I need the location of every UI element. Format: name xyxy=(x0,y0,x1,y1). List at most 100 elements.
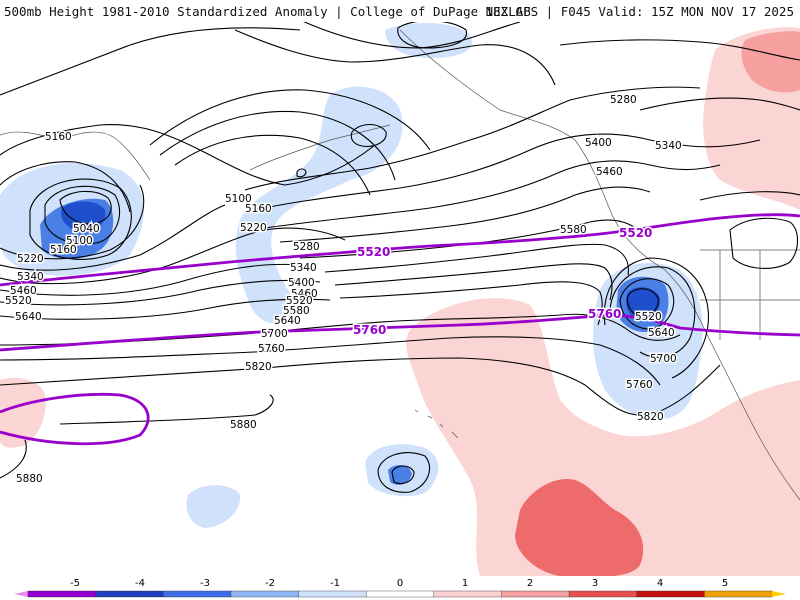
contour-label: 5580 xyxy=(560,224,587,236)
colorbar-right-arrow xyxy=(772,591,786,597)
contour-label: 5640 xyxy=(648,327,675,339)
colorbar-segment xyxy=(230,590,300,598)
contour-label: 5160 xyxy=(245,203,272,215)
contour-line xyxy=(603,257,710,379)
na-west-coast xyxy=(664,269,800,501)
contour-line xyxy=(391,465,415,485)
contour-line xyxy=(559,39,800,61)
contour-line xyxy=(149,89,431,151)
contour-label: 5700 xyxy=(261,328,288,340)
asia-coastline xyxy=(0,131,151,181)
colorbar-segment xyxy=(501,590,570,598)
colorbar-tick-label: -4 xyxy=(135,578,145,589)
contour-label: 5400 xyxy=(288,277,315,289)
contour-line xyxy=(254,133,761,211)
purple-contour-label: 5760 xyxy=(588,307,621,321)
contour-label: 5820 xyxy=(245,361,272,373)
contour-label: 5640 xyxy=(274,315,301,327)
contour-line xyxy=(234,29,556,86)
contour-label: 5100 xyxy=(66,235,93,247)
contour-label: 5580 xyxy=(283,305,310,317)
contour-line xyxy=(29,178,132,260)
colorbar-segments xyxy=(14,590,786,598)
purple-contour-label: 5520 xyxy=(357,245,390,259)
contour-label: 5520 xyxy=(635,311,662,323)
colorbar-segment xyxy=(365,590,435,598)
contour-labels: 5160 5040 5100 5160 5220 5340 5460 5520 … xyxy=(4,93,684,487)
contour-line xyxy=(729,217,799,269)
contour-line xyxy=(339,281,603,326)
colorbar-segment xyxy=(27,590,97,598)
colorbar-tick-label: 2 xyxy=(527,578,533,589)
purple-contour-5520 xyxy=(0,213,800,287)
contour-label: 5160 xyxy=(45,131,72,143)
contour-line xyxy=(397,22,467,49)
contour-line xyxy=(699,191,800,201)
us-states-border xyxy=(700,249,800,340)
contour-line xyxy=(296,168,307,178)
contour-label: 5460 xyxy=(596,166,623,178)
negative-anomaly-south xyxy=(186,485,241,528)
contour-line xyxy=(279,186,651,243)
contour-line xyxy=(0,439,27,479)
contour-line xyxy=(159,110,396,181)
colorbar-tick-label: 3 xyxy=(592,578,598,589)
contour-line xyxy=(334,263,613,301)
contour-line xyxy=(59,394,274,425)
colorbar-tick-label: 5 xyxy=(722,578,728,589)
contour-line xyxy=(0,204,226,271)
colorbar-tick-label: -5 xyxy=(70,578,80,589)
contour-line xyxy=(609,266,696,358)
header-bar: 500mb Height 1981-2010 Standardized Anom… xyxy=(0,0,800,22)
colorbar-tick-label: -2 xyxy=(265,578,275,589)
colorbar-segment xyxy=(298,590,367,598)
contour-line xyxy=(0,263,301,296)
anomaly-map: 5160 5040 5100 5160 5220 5340 5460 5520 … xyxy=(0,22,800,576)
contour-label: 5340 xyxy=(290,262,317,274)
colorbar-ticks: -5 -4 -3 -2 -1 0 1 2 3 4 5 xyxy=(70,578,728,589)
contour-line xyxy=(0,27,301,96)
reference-contour-labels: 5520 5520 5760 5760 xyxy=(352,225,654,339)
contour-label: 5160 xyxy=(50,244,77,256)
model-run-info: 18Z GFS | F045 Valid: 15Z MON NOV 17 202… xyxy=(485,4,794,19)
purple-contour-south xyxy=(0,392,150,446)
contour-label: 5880 xyxy=(16,473,43,485)
negative-anomaly-nw-deep xyxy=(61,201,106,232)
colorbar-segment xyxy=(433,590,503,598)
colorbar-tick-label: -3 xyxy=(200,578,210,589)
contour-line xyxy=(174,134,371,196)
contour-label: 5820 xyxy=(637,411,664,423)
colorbar-tick-label: 1 xyxy=(462,578,468,589)
contour-label: 5340 xyxy=(655,140,682,152)
contour-label: 5460 xyxy=(291,288,318,300)
colorbar-segment xyxy=(704,590,773,598)
contour-line xyxy=(350,123,387,147)
contour-label: 5880 xyxy=(230,419,257,431)
colorbar-segment xyxy=(163,590,232,598)
contour-line xyxy=(244,86,701,191)
contour-label: 5520 xyxy=(286,295,313,307)
contour-label: 5280 xyxy=(610,94,637,106)
contour-label: 5460 xyxy=(10,285,37,297)
colorbar-segment xyxy=(568,590,638,598)
colorbar: -5 -4 -3 -2 -1 0 1 2 3 4 5 xyxy=(14,578,786,598)
positive-anomaly-strong xyxy=(515,479,644,576)
contour-line xyxy=(639,97,800,111)
positive-anomaly-canada-strong xyxy=(741,31,800,93)
height-contours xyxy=(0,22,800,493)
contour-line xyxy=(377,452,430,493)
colorbar-segment xyxy=(636,590,706,598)
contour-label: 5640 xyxy=(15,311,42,323)
contour-line xyxy=(264,160,721,229)
contour-label: 5100 xyxy=(225,193,252,205)
contour-label: 5040 xyxy=(73,223,100,235)
anomaly-shading xyxy=(0,23,800,576)
contour-line xyxy=(299,219,641,259)
colorbar-tick-label: -1 xyxy=(330,578,340,589)
contour-label: 5340 xyxy=(17,271,44,283)
contour-line xyxy=(626,288,659,317)
aleutian-chain xyxy=(249,124,391,171)
contour-label: 5760 xyxy=(626,379,653,391)
colorbar-tick-label: 0 xyxy=(397,578,403,589)
contour-line xyxy=(0,298,331,320)
